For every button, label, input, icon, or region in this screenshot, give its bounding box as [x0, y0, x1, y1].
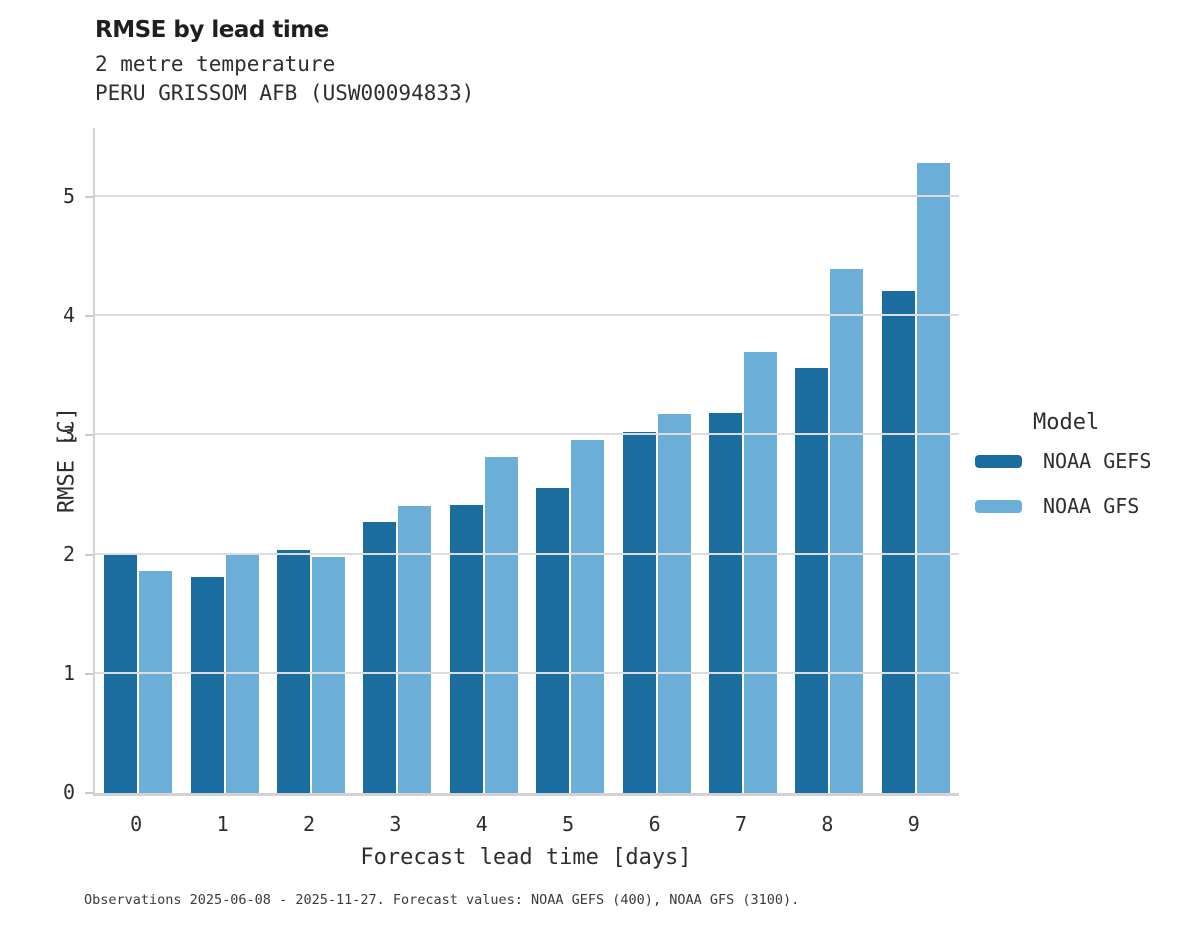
- bar-noaa-gfs-lead-5: [571, 440, 605, 793]
- x-tick-label-1: 1: [216, 812, 229, 836]
- bar-group-lead-6: [613, 128, 699, 793]
- gridline-y-3: [95, 433, 959, 436]
- bar-noaa-gefs-lead-9: [881, 291, 915, 793]
- y-tick-label-5: 5: [62, 184, 75, 209]
- gefs-color-swatch: [975, 454, 1022, 468]
- chart-subtitle-station: PERU GRISSOM AFB (USW00094833): [95, 81, 475, 105]
- chart-title: RMSE by lead time: [95, 17, 329, 43]
- bar-series-container: [95, 128, 959, 793]
- legend-label-gefs: NOAA GEFS: [1043, 449, 1152, 473]
- y-tick-mark-0: [85, 792, 93, 794]
- y-axis-title: RMSE [C]: [54, 407, 80, 513]
- chart-subtitle-variable: 2 metre temperature: [95, 52, 336, 76]
- bar-noaa-gfs-lead-6: [657, 414, 691, 793]
- bar-group-lead-8: [786, 128, 872, 793]
- gridline-y-4: [95, 314, 959, 317]
- bar-noaa-gefs-lead-1: [190, 577, 224, 793]
- bar-group-lead-3: [354, 128, 440, 793]
- bar-noaa-gefs-lead-4: [449, 504, 483, 793]
- x-tick-label-0: 0: [130, 812, 143, 836]
- y-tick-label-4: 4: [62, 303, 75, 328]
- bar-noaa-gfs-lead-2: [312, 557, 346, 793]
- bar-noaa-gefs-lead-2: [277, 549, 311, 793]
- gridline-y-1: [95, 671, 959, 674]
- bar-group-lead-9: [873, 128, 959, 793]
- y-tick-label-1: 1: [62, 660, 75, 685]
- bar-group-lead-4: [441, 128, 527, 793]
- bar-group-lead-2: [268, 128, 354, 793]
- bar-noaa-gfs-lead-0: [139, 571, 173, 793]
- x-tick-label-7: 7: [734, 812, 748, 836]
- bar-noaa-gfs-lead-4: [484, 456, 518, 793]
- y-tick-mark-4: [85, 315, 93, 318]
- legend-label-gfs: NOAA GFS: [1043, 494, 1140, 518]
- bar-noaa-gfs-lead-8: [830, 268, 864, 793]
- bar-noaa-gfs-lead-7: [744, 352, 778, 793]
- y-tick-label-0: 0: [62, 780, 75, 804]
- x-tick-label-8: 8: [821, 812, 834, 836]
- legend: Model NOAA GEFS NOAA GFS: [975, 410, 1185, 539]
- x-tick-label-3: 3: [389, 812, 402, 836]
- legend-entry-gefs: NOAA GEFS: [975, 449, 1185, 473]
- y-tick-label-3: 3: [62, 422, 75, 447]
- bar-group-lead-7: [700, 128, 786, 793]
- legend-entry-gfs: NOAA GFS: [975, 494, 1185, 518]
- plot-area: [93, 128, 959, 796]
- bar-noaa-gefs-lead-0: [104, 554, 138, 793]
- y-tick-mark-5: [85, 196, 93, 199]
- x-tick-label-6: 6: [648, 812, 661, 836]
- y-tick-mark-3: [85, 434, 93, 437]
- bar-noaa-gefs-lead-7: [709, 412, 743, 793]
- bar-noaa-gfs-lead-3: [398, 505, 432, 793]
- bar-group-lead-0: [95, 128, 181, 793]
- bar-noaa-gefs-lead-5: [536, 487, 570, 793]
- bar-noaa-gefs-lead-6: [622, 431, 656, 793]
- gridline-y-2: [95, 552, 959, 555]
- x-tick-label-9: 9: [907, 812, 920, 836]
- x-tick-label-4: 4: [475, 812, 488, 836]
- y-tick-mark-2: [85, 553, 93, 556]
- bar-group-lead-5: [527, 128, 613, 793]
- y-tick-label-2: 2: [62, 541, 75, 566]
- bar-noaa-gfs-lead-1: [225, 554, 259, 793]
- bar-noaa-gefs-lead-3: [363, 522, 397, 793]
- y-tick-mark-1: [85, 672, 93, 675]
- gridline-y-5: [95, 195, 959, 198]
- legend-title: Model: [1033, 410, 1100, 435]
- bar-noaa-gfs-lead-9: [916, 162, 950, 793]
- gfs-color-swatch: [975, 499, 1022, 513]
- x-tick-label-5: 5: [562, 812, 575, 836]
- bar-group-lead-1: [181, 128, 267, 793]
- bar-noaa-gefs-lead-8: [795, 367, 829, 793]
- x-tick-label-2: 2: [302, 812, 316, 836]
- caption-text: Observations 2025-06-08 - 2025-11-27. Fo…: [84, 892, 800, 908]
- x-axis-title: Forecast lead time [days]: [360, 845, 692, 870]
